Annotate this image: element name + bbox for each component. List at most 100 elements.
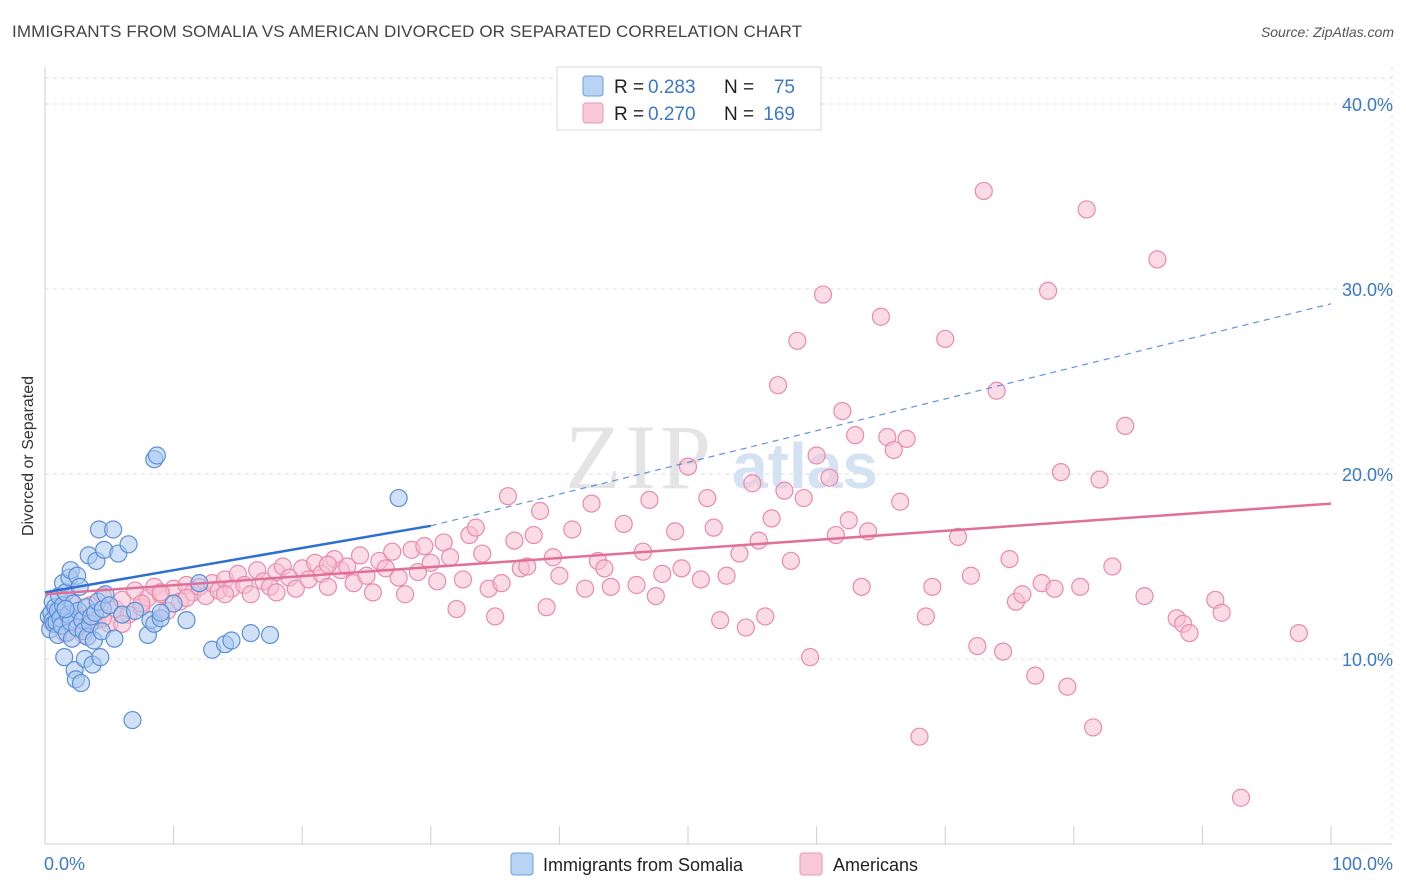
americans-point — [151, 583, 170, 602]
series-legend: Immigrants from Somalia Americans — [510, 852, 918, 876]
legend-r-value-somalia: 0.283 — [648, 77, 696, 98]
legend-n-label-americans: N = — [724, 104, 754, 125]
americans-point — [447, 599, 466, 619]
americans-point — [428, 572, 447, 591]
americans-point — [884, 440, 903, 460]
americans-point — [1148, 250, 1167, 269]
americans-point — [453, 570, 473, 589]
americans-point — [743, 474, 762, 493]
americans-point — [376, 559, 395, 578]
somalia-trend-line — [44, 524, 432, 594]
y-tick-label: 40.0% — [1342, 95, 1393, 115]
americans-point — [318, 555, 338, 574]
americans-point — [466, 518, 485, 537]
americans-point — [627, 575, 646, 595]
americans-point — [350, 546, 370, 565]
americans-point — [807, 446, 826, 465]
somalia-point — [55, 648, 74, 667]
americans-point — [486, 607, 505, 626]
americans-point — [1103, 557, 1122, 576]
somalia-point — [151, 603, 170, 622]
americans-point — [788, 331, 807, 350]
legend-n-value-americans: 169 — [763, 104, 795, 125]
americans-point — [1116, 416, 1135, 435]
americans-point — [595, 559, 614, 578]
americans-point — [852, 577, 871, 596]
americans-point — [833, 402, 852, 421]
americans-point — [711, 611, 730, 630]
bottom-legend-swatch-americans — [799, 852, 823, 876]
americans-point — [421, 553, 440, 572]
americans-point — [395, 585, 415, 604]
americans-point — [775, 481, 794, 500]
americans-point — [241, 585, 260, 604]
americans-trend-line — [44, 502, 1332, 596]
americans-point — [531, 501, 550, 521]
americans-point — [582, 494, 601, 513]
americans-point — [524, 525, 543, 545]
americans-point — [749, 531, 768, 550]
americans-point — [781, 551, 800, 571]
americans-point — [1051, 463, 1071, 482]
americans-point — [440, 548, 460, 567]
somalia-point — [125, 601, 145, 621]
americans-point — [910, 727, 929, 746]
somalia-trend-extension — [430, 303, 1332, 527]
somalia-point — [241, 623, 260, 643]
americans-point — [267, 583, 286, 602]
legend-swatch-americans — [582, 102, 604, 124]
legend-r-label-americans: R = — [614, 104, 644, 125]
americans-point — [801, 648, 820, 667]
americans-point — [871, 307, 891, 326]
americans-point — [839, 511, 858, 530]
americans-point — [1013, 585, 1032, 604]
americans-point — [813, 285, 833, 304]
americans-point — [948, 527, 968, 547]
americans-point — [993, 642, 1013, 661]
americans-point — [498, 487, 518, 506]
somalia-point — [105, 629, 124, 648]
x-tick-label-max: 100.0% — [1332, 854, 1393, 874]
somalia-point — [260, 625, 280, 645]
americans-point — [473, 544, 492, 563]
somalia-point — [91, 648, 110, 667]
stats-legend: R = 0.283 N = 75 R = 0.270 N = 169 — [556, 66, 822, 131]
somalia-point — [119, 535, 138, 554]
y-tick-label: 10.0% — [1342, 650, 1393, 670]
americans-point — [756, 607, 775, 626]
y-tick-label: 20.0% — [1342, 465, 1393, 485]
americans-point — [415, 537, 434, 556]
somalia-point — [147, 446, 166, 465]
somalia-point — [164, 594, 183, 613]
somalia-point — [389, 488, 408, 508]
somalia-point — [71, 673, 91, 693]
y-axis-title: Divorced or Separated — [20, 376, 37, 536]
americans-point — [1058, 677, 1077, 696]
americans-point — [389, 568, 408, 587]
bottom-legend-swatch-somalia — [510, 852, 534, 876]
americans-point — [1212, 603, 1231, 622]
americans-point — [736, 618, 755, 637]
somalia-point — [100, 596, 119, 615]
americans-point — [1077, 200, 1096, 219]
legend-r-value-americans: 0.270 — [648, 104, 696, 125]
americans-point — [672, 559, 691, 578]
americans-point — [936, 329, 955, 349]
americans-point — [691, 570, 710, 589]
americans-point — [698, 488, 717, 508]
somalia-point — [104, 520, 123, 539]
watermark: ZIP atlas — [565, 406, 878, 508]
americans-point — [614, 514, 633, 534]
americans-point — [717, 566, 736, 585]
bottom-legend-label-americans: Americans — [833, 855, 918, 875]
americans-point — [505, 531, 524, 550]
americans-point — [646, 586, 665, 606]
americans-point — [1083, 718, 1103, 737]
americans-point — [563, 520, 582, 539]
americans-point — [1135, 586, 1154, 606]
source-credit: Source: ZipAtlas.com — [1260, 24, 1394, 40]
americans-point — [768, 376, 788, 395]
americans-point — [666, 522, 685, 541]
legend-r-label-somalia: R = — [614, 77, 644, 98]
